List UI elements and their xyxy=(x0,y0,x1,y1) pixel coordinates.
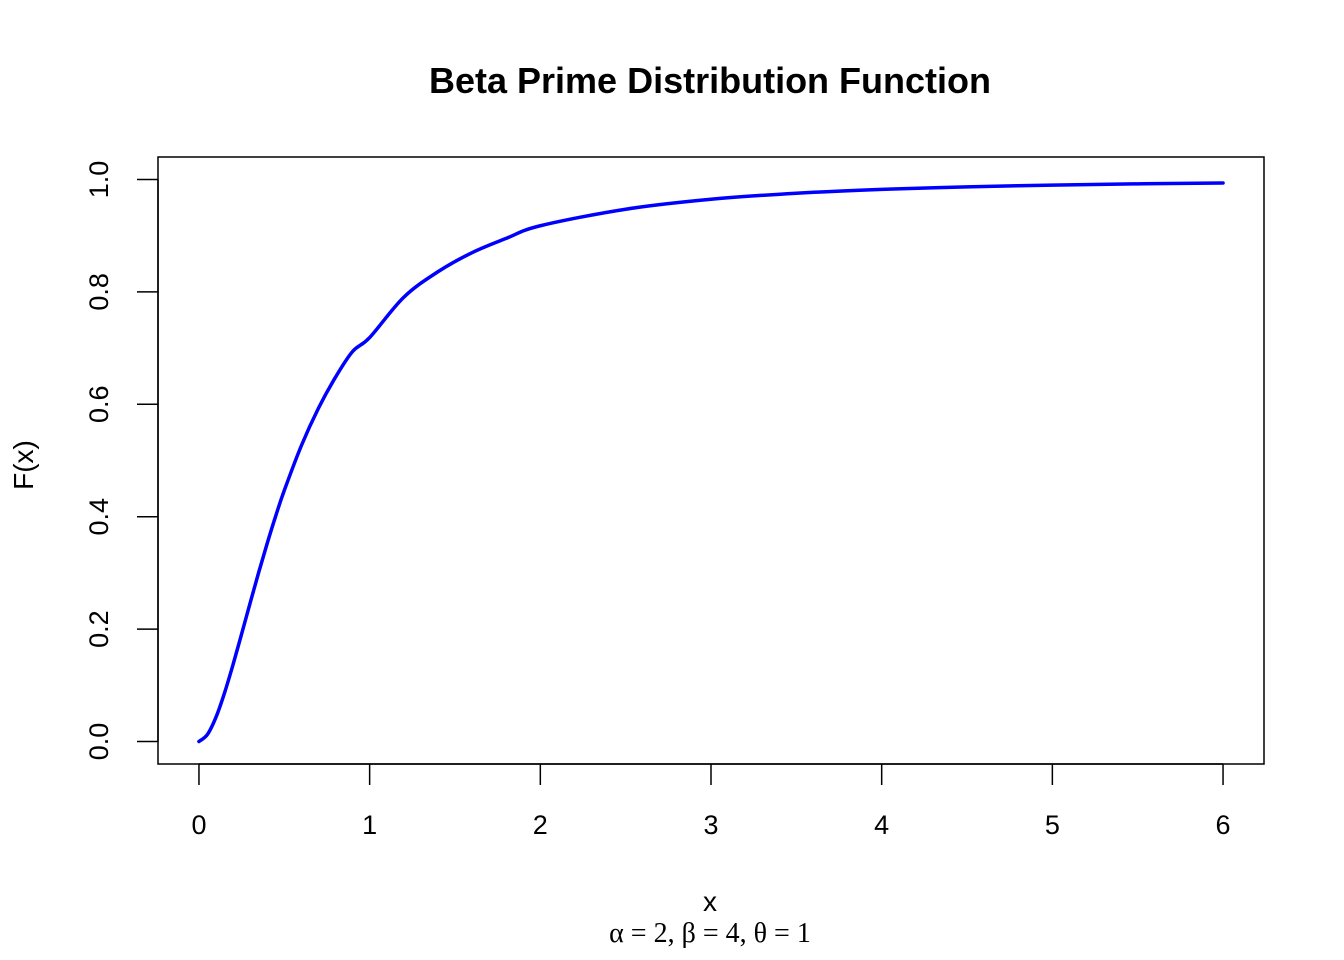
x-tick-label: 1 xyxy=(362,810,377,840)
x-tick-label: 4 xyxy=(874,810,889,840)
y-tick-label: 1.0 xyxy=(84,161,114,199)
y-tick-label: 0.2 xyxy=(84,610,114,648)
series-layer xyxy=(197,181,1225,744)
y-axis: 0.0 0.2 0.4 0.6 0.8 1.0 xyxy=(84,161,159,761)
chart-title: Beta Prime Distribution Function xyxy=(429,60,991,101)
series-line-0 xyxy=(197,181,1225,744)
x-tick-label: 3 xyxy=(703,810,718,840)
plot-frame xyxy=(157,156,1265,765)
y-axis-label: F(x) xyxy=(8,440,39,490)
x-axis: 0 1 2 3 4 5 6 xyxy=(191,763,1231,840)
x-axis-label: x xyxy=(703,886,717,917)
y-tick-label: 0.8 xyxy=(84,273,114,311)
y-tick-label: 0.4 xyxy=(84,498,114,536)
x-tick-label: 2 xyxy=(533,810,548,840)
x-tick-label: 5 xyxy=(1045,810,1060,840)
x-tick-label: 0 xyxy=(191,810,206,840)
y-tick-label: 0.0 xyxy=(84,723,114,761)
chart-subtitle: α = 2, β = 4, θ = 1 xyxy=(609,918,811,949)
x-tick-label: 6 xyxy=(1216,810,1231,840)
y-tick-label: 0.6 xyxy=(84,386,114,424)
